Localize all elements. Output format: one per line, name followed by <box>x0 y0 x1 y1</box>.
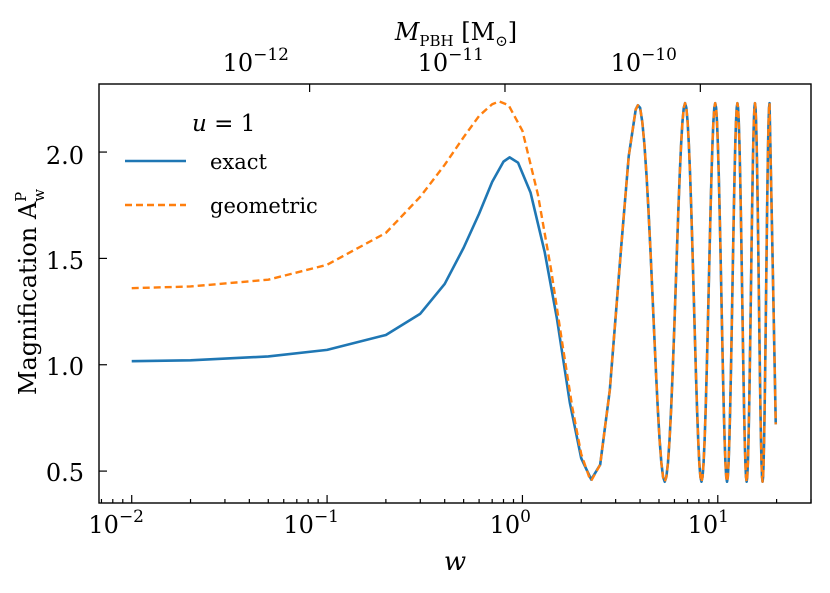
y-tick-label-3: 2.0 <box>46 142 84 170</box>
top-tick-label-2: 10−10 <box>611 45 677 77</box>
x-tick-label-2: 100 <box>490 507 531 539</box>
top-axis-title: MPBH [M⊙] <box>394 18 517 50</box>
top-tick-label-0: 10−12 <box>223 45 289 77</box>
x-tick-label-0: 10−2 <box>88 507 144 539</box>
top-tick-label-1: 10−11 <box>418 45 484 77</box>
y-tick-label-0: 0.5 <box>46 459 84 487</box>
y-axis-title: Magnification APw <box>12 189 48 395</box>
geometric-series-line <box>131 100 777 483</box>
top-tick-labels: 10−12 10−11 10−10 <box>223 45 677 77</box>
tick-marks <box>99 84 812 503</box>
x-tick-labels: 10−2 10−1 100 101 <box>88 507 729 539</box>
legend-title: u = 1 <box>192 111 255 137</box>
y-tick-label-2: 1.5 <box>46 247 84 275</box>
plot-frame <box>98 83 812 504</box>
y-tick-label-1: 1.0 <box>46 353 84 381</box>
x-axis-title: w <box>444 547 466 577</box>
legend-label-exact: exact <box>210 150 268 174</box>
y-tick-labels: 0.5 1.0 1.5 2.0 <box>46 142 84 487</box>
x-tick-label-3: 101 <box>688 507 729 539</box>
legend: u = 1 exact geometric <box>125 111 318 218</box>
x-tick-label-1: 10−1 <box>283 507 339 539</box>
legend-label-geometric: geometric <box>210 194 318 218</box>
